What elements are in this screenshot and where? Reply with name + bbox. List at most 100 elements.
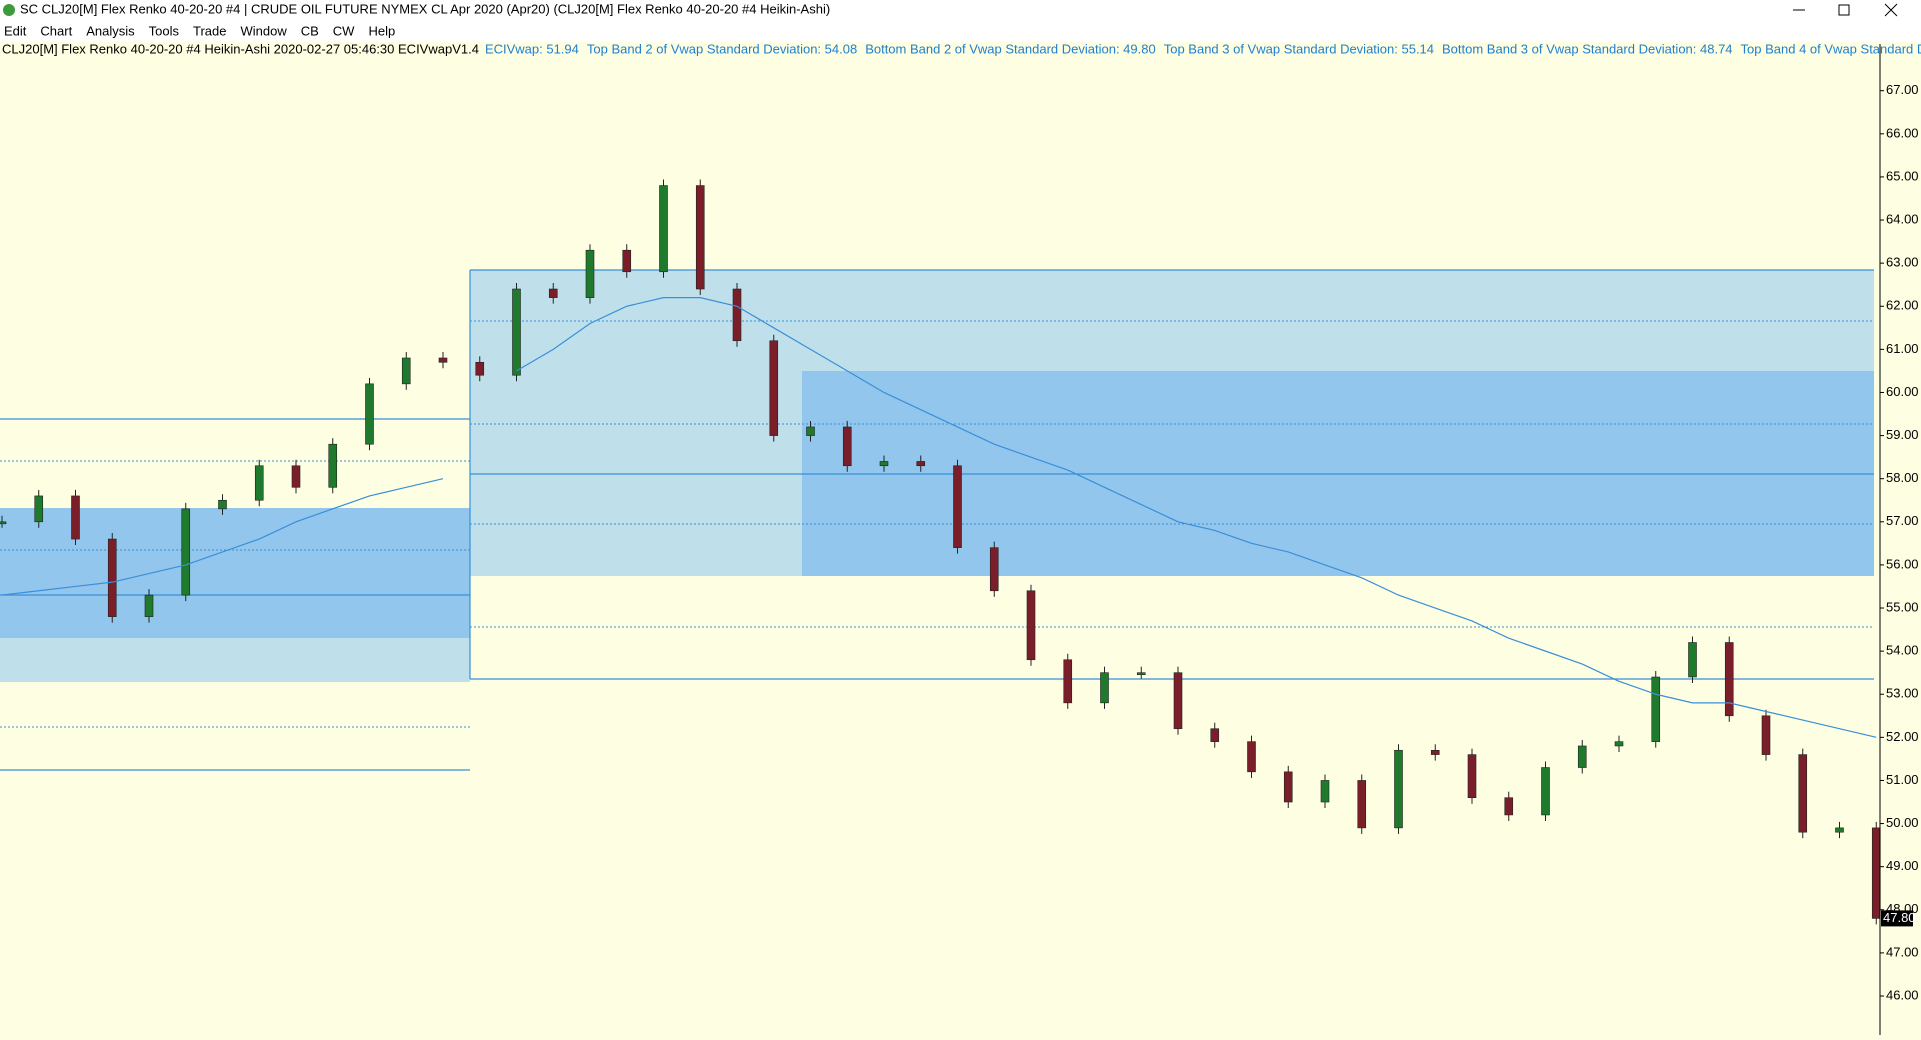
- y-tick-label: 61.00: [1886, 341, 1919, 356]
- y-tick-label: 57.00: [1886, 513, 1919, 528]
- candle: [1761, 715, 1771, 755]
- y-tick-label: 63.00: [1886, 255, 1919, 270]
- menu-item[interactable]: Edit: [4, 23, 27, 38]
- y-tick-label: 46.00: [1886, 987, 1919, 1002]
- candle: [1247, 741, 1256, 773]
- candle: [512, 288, 521, 376]
- menu-item[interactable]: CW: [333, 23, 355, 38]
- study-value: Bottom Band 2 of Vwap Standard Deviation…: [865, 41, 1156, 56]
- y-tick-label: 50.00: [1886, 815, 1919, 830]
- menu-item[interactable]: Analysis: [86, 23, 135, 38]
- menu-item[interactable]: Trade: [193, 23, 226, 38]
- vwap-line: [516, 297, 1877, 738]
- candle: [1504, 797, 1514, 816]
- candle: [953, 465, 962, 548]
- y-tick-label: 64.00: [1886, 211, 1919, 226]
- candle: [291, 465, 301, 488]
- y-tick-label: 65.00: [1886, 168, 1919, 183]
- y-tick-label: 58.00: [1886, 470, 1919, 485]
- study-value: Top Band 2 of Vwap Standard Deviation: 5…: [587, 41, 857, 56]
- y-tick-label: 52.00: [1886, 729, 1919, 744]
- y-tick-label: 47.00: [1886, 944, 1919, 959]
- candle: [34, 495, 44, 523]
- last-price-box: [1881, 910, 1913, 927]
- value-area-core: [0, 508, 470, 638]
- y-tick-label: 67.00: [1886, 82, 1919, 97]
- candle: [769, 340, 779, 436]
- candle: [328, 443, 338, 488]
- study-value: Bottom Band 3 of Vwap Standard Deviation…: [1442, 41, 1733, 56]
- menu-item[interactable]: CB: [301, 23, 319, 38]
- menu-item[interactable]: Window: [240, 23, 287, 38]
- candle: [1577, 745, 1587, 768]
- candle: [365, 383, 374, 445]
- y-tick-label: 56.00: [1886, 556, 1919, 571]
- y-tick-label: 49.00: [1886, 858, 1919, 873]
- candle: [144, 594, 154, 617]
- candle: [916, 461, 926, 467]
- candle: [806, 426, 815, 436]
- level-lines: [0, 269, 1874, 771]
- candle: [475, 361, 485, 376]
- candle: [1063, 659, 1073, 704]
- candle: [1430, 749, 1440, 755]
- menu-bar: [0, 20, 1921, 42]
- candle: [1798, 754, 1808, 833]
- study-header: CLJ20[M] Flex Renko 40-20-20 #4 Heikin-A…: [2, 41, 1921, 56]
- candle: [1136, 672, 1146, 675]
- candle: [438, 357, 448, 363]
- y-tick-label: 53.00: [1886, 686, 1919, 701]
- candle: [1026, 590, 1036, 661]
- candle: [71, 495, 80, 540]
- candle: [659, 185, 668, 273]
- y-tick-label: 54.00: [1886, 643, 1919, 658]
- study-value: Top Band 4 of Vwap Standard Deviation: 5…: [1741, 41, 1921, 56]
- candle: [1651, 676, 1661, 742]
- restore[interactable]: [1838, 4, 1850, 16]
- close[interactable]: [1884, 3, 1898, 17]
- candle: [218, 499, 227, 510]
- candle: [107, 538, 117, 617]
- plot: [0, 179, 1881, 925]
- candle: [1320, 780, 1330, 803]
- study-value: ECIVwap: 51.94: [485, 41, 579, 56]
- study-symbol: CLJ20[M] Flex Renko 40-20-20 #4 Heikin-A…: [2, 41, 479, 56]
- candle: [622, 249, 632, 273]
- vwap-line: [1, 478, 444, 596]
- candle: [401, 357, 411, 385]
- candle: [0, 521, 7, 525]
- y-tick-label: 55.00: [1886, 599, 1919, 614]
- candle: [1100, 672, 1109, 704]
- candle: [842, 426, 852, 467]
- y-tick-label: 51.00: [1886, 772, 1919, 787]
- y-tick-label: 59.00: [1886, 427, 1919, 442]
- menu: Edit Chart Analysis Tools Trade Window CB CW Hel…: [4, 23, 395, 38]
- candle: [1467, 754, 1477, 798]
- app-icon: [3, 4, 15, 16]
- y-tick-label: 66.00: [1886, 125, 1919, 140]
- candle: [1614, 741, 1624, 747]
- candle: [1210, 728, 1220, 742]
- window-controls[interactable]: [1793, 3, 1898, 17]
- candle: [732, 288, 742, 342]
- study-value: Top Band 3 of Vwap Standard Deviation: 5…: [1164, 41, 1434, 56]
- candle: [695, 185, 705, 290]
- title-bar: [0, 0, 1921, 20]
- candle: [879, 461, 889, 467]
- candle: [1871, 827, 1881, 919]
- candle: [989, 547, 999, 592]
- candle: [181, 508, 191, 596]
- menu-item[interactable]: Chart: [40, 23, 72, 38]
- menu-item[interactable]: Help: [368, 23, 395, 38]
- candle: [1835, 827, 1844, 833]
- y-tick-label: 62.00: [1886, 298, 1919, 313]
- candle: [1173, 672, 1183, 730]
- candle: [548, 288, 558, 298]
- candle: [1541, 767, 1550, 816]
- candle: [1724, 642, 1734, 717]
- candle: [1688, 642, 1697, 678]
- candle: [1357, 780, 1367, 829]
- candle: [1283, 771, 1293, 803]
- menu-item[interactable]: Tools: [149, 23, 180, 38]
